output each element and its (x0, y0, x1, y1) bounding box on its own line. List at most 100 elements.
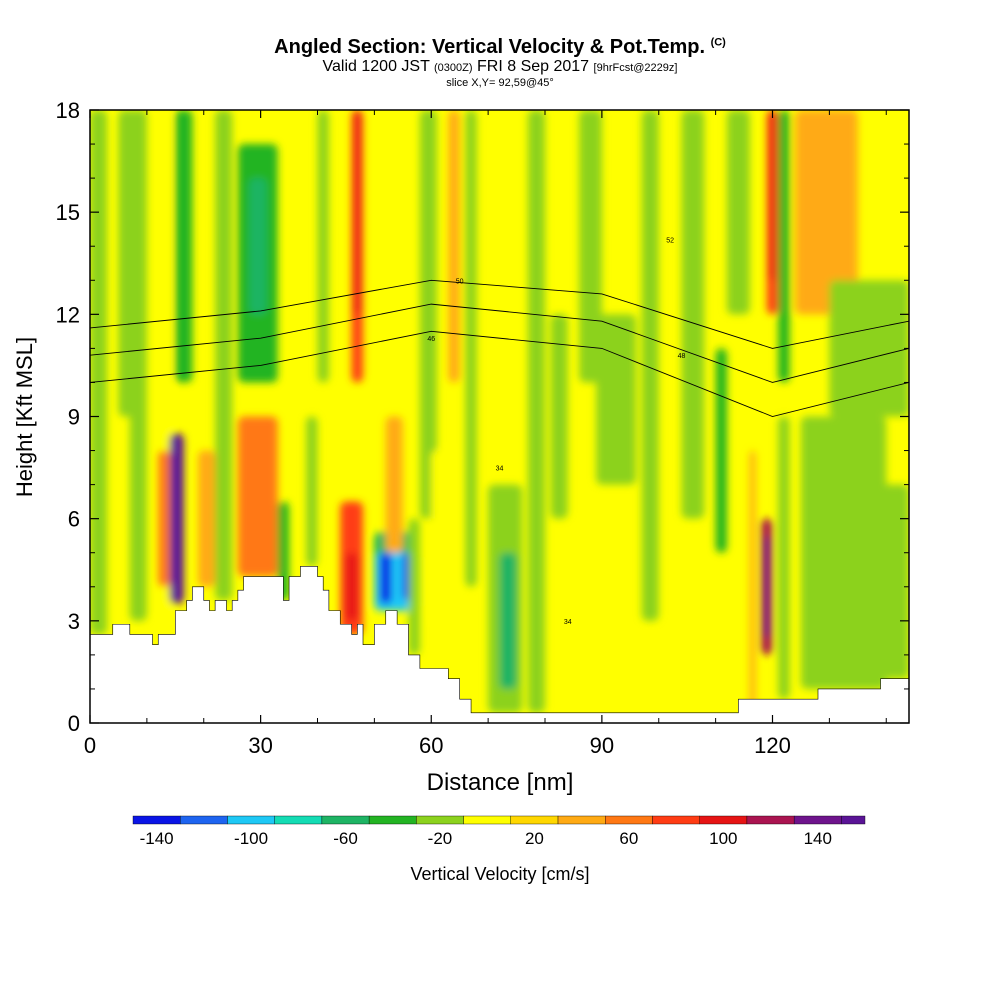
velocity-cell (306, 416, 318, 567)
velocity-cell (345, 552, 358, 621)
velocity-cell (596, 314, 636, 485)
colorbar-tick-label: -60 (333, 829, 358, 848)
velocity-cell (465, 110, 477, 587)
colorbar-tick-label: 60 (619, 829, 638, 848)
colorbar-swatch (132, 815, 181, 825)
plot-area (90, 110, 909, 723)
x-tick-label: 90 (590, 733, 614, 758)
y-tick-label: 6 (68, 507, 80, 532)
colorbar-swatch (793, 815, 842, 825)
colorbar-label: Vertical Velocity [cm/s] (410, 864, 589, 884)
colorbar-tick-label: -100 (234, 829, 268, 848)
x-tick-label: 0 (84, 733, 96, 758)
theta-contour (90, 330, 909, 417)
velocity-cell (354, 110, 361, 315)
colorbar-tick-label: -140 (140, 829, 174, 848)
velocity-field (90, 110, 909, 713)
contour-label: 46 (427, 336, 435, 343)
velocity-cell (641, 110, 659, 621)
x-axis-label: Distance [nm] (427, 769, 574, 796)
y-tick-label: 3 (68, 609, 80, 634)
velocity-cell (385, 416, 403, 553)
contour-label: 50 (456, 278, 464, 285)
contour-label: 34 (564, 619, 572, 626)
velocity-cell (579, 110, 602, 383)
colorbar-swatch (416, 815, 464, 825)
velocity-cell (175, 110, 193, 383)
velocity-cell (499, 552, 517, 689)
y-tick-label: 15 (56, 200, 80, 225)
colorbar-swatch (368, 815, 417, 825)
velocity-cell (158, 450, 170, 587)
velocity-cell (778, 416, 790, 700)
velocity-cell (749, 450, 756, 713)
subtitle-forecast: [9hrFcst@2229z] (593, 62, 678, 74)
velocity-cell (198, 450, 216, 587)
velocity-cell (681, 110, 705, 519)
y-axis: 0 3 6 9 12 15 18 (56, 98, 909, 736)
colorbar-tick-label: 100 (709, 829, 737, 848)
slice-info: slice X,Y= 92,59@45° (446, 77, 554, 89)
colorbar-swatch (841, 815, 866, 825)
y-tick-label: 12 (56, 302, 80, 327)
chart-title: Angled Section: Vertical Velocity & Pot.… (0, 36, 1000, 59)
velocity-cell (840, 484, 909, 679)
velocity-cell (431, 450, 454, 621)
contour-label: 52 (666, 237, 674, 244)
terrain-mask (90, 566, 909, 723)
colorbar-swatch (605, 815, 653, 825)
chart-title-main: Angled Section: Vertical Velocity & Pot.… (274, 36, 705, 58)
velocity-cell (778, 110, 790, 383)
y-axis-label: Height [Kft MSL] (12, 337, 37, 497)
theta-contour (90, 303, 909, 383)
velocity-cell (90, 110, 108, 635)
subtitle-valid: Valid 1200 JST (322, 58, 430, 75)
colorbar-swatch (746, 815, 795, 825)
velocity-cell (715, 348, 727, 553)
chart-subtitle: Valid 1200 JST (0300Z) FRI 8 Sep 2017 [9… (0, 58, 1000, 76)
chart-title-mark: (C) (710, 36, 726, 49)
velocity-cell (172, 467, 181, 570)
velocity-cell (763, 535, 770, 638)
colorbar-swatch (652, 815, 700, 825)
contour-labels: 50 46 34 34 48 52 (427, 237, 685, 625)
contour-label: 34 (496, 466, 504, 473)
velocity-cell (317, 110, 329, 383)
velocity-cell (769, 110, 776, 281)
velocity-cell (129, 110, 147, 621)
velocity-cell (408, 518, 420, 655)
colorbar-tick-label: 140 (804, 829, 832, 848)
x-axis: 0 30 60 90 120 (84, 110, 887, 758)
velocity-cell (237, 416, 278, 577)
x-tick-label: 120 (754, 733, 791, 758)
velocity-cell (249, 178, 267, 315)
colorbar-tick-label: 20 (525, 829, 544, 848)
theta-contour (90, 279, 909, 349)
x-tick-label: 30 (248, 733, 272, 758)
velocity-cell (380, 552, 392, 604)
colorbar-swatch (227, 815, 275, 825)
velocity-cell (795, 110, 858, 315)
subtitle-date: FRI 8 Sep 2017 (477, 58, 590, 75)
velocity-cell (448, 110, 460, 383)
subtitle-utc: (0300Z) (434, 62, 473, 74)
colorbar-swatch (510, 815, 559, 825)
colorbar-swatch (463, 815, 512, 825)
y-tick-label: 18 (56, 98, 80, 123)
theta-contours (90, 279, 909, 417)
velocity-cell (215, 110, 233, 601)
velocity-cell (419, 110, 437, 519)
colorbar-swatch (557, 815, 606, 825)
x-tick-label: 60 (419, 733, 443, 758)
colorbar-swatch (274, 815, 323, 825)
y-tick-label: 0 (68, 711, 80, 736)
colorbar-swatch (180, 815, 228, 825)
colorbar-swatch (321, 815, 370, 825)
velocity-cell (550, 314, 568, 519)
colorbar-legend: -140 -100 -60 -20 20 60 100 140 (132, 815, 866, 848)
y-tick-label: 9 (68, 405, 80, 430)
velocity-cell (727, 110, 750, 315)
colorbar-swatch (699, 815, 748, 825)
velocity-cell (829, 280, 909, 417)
